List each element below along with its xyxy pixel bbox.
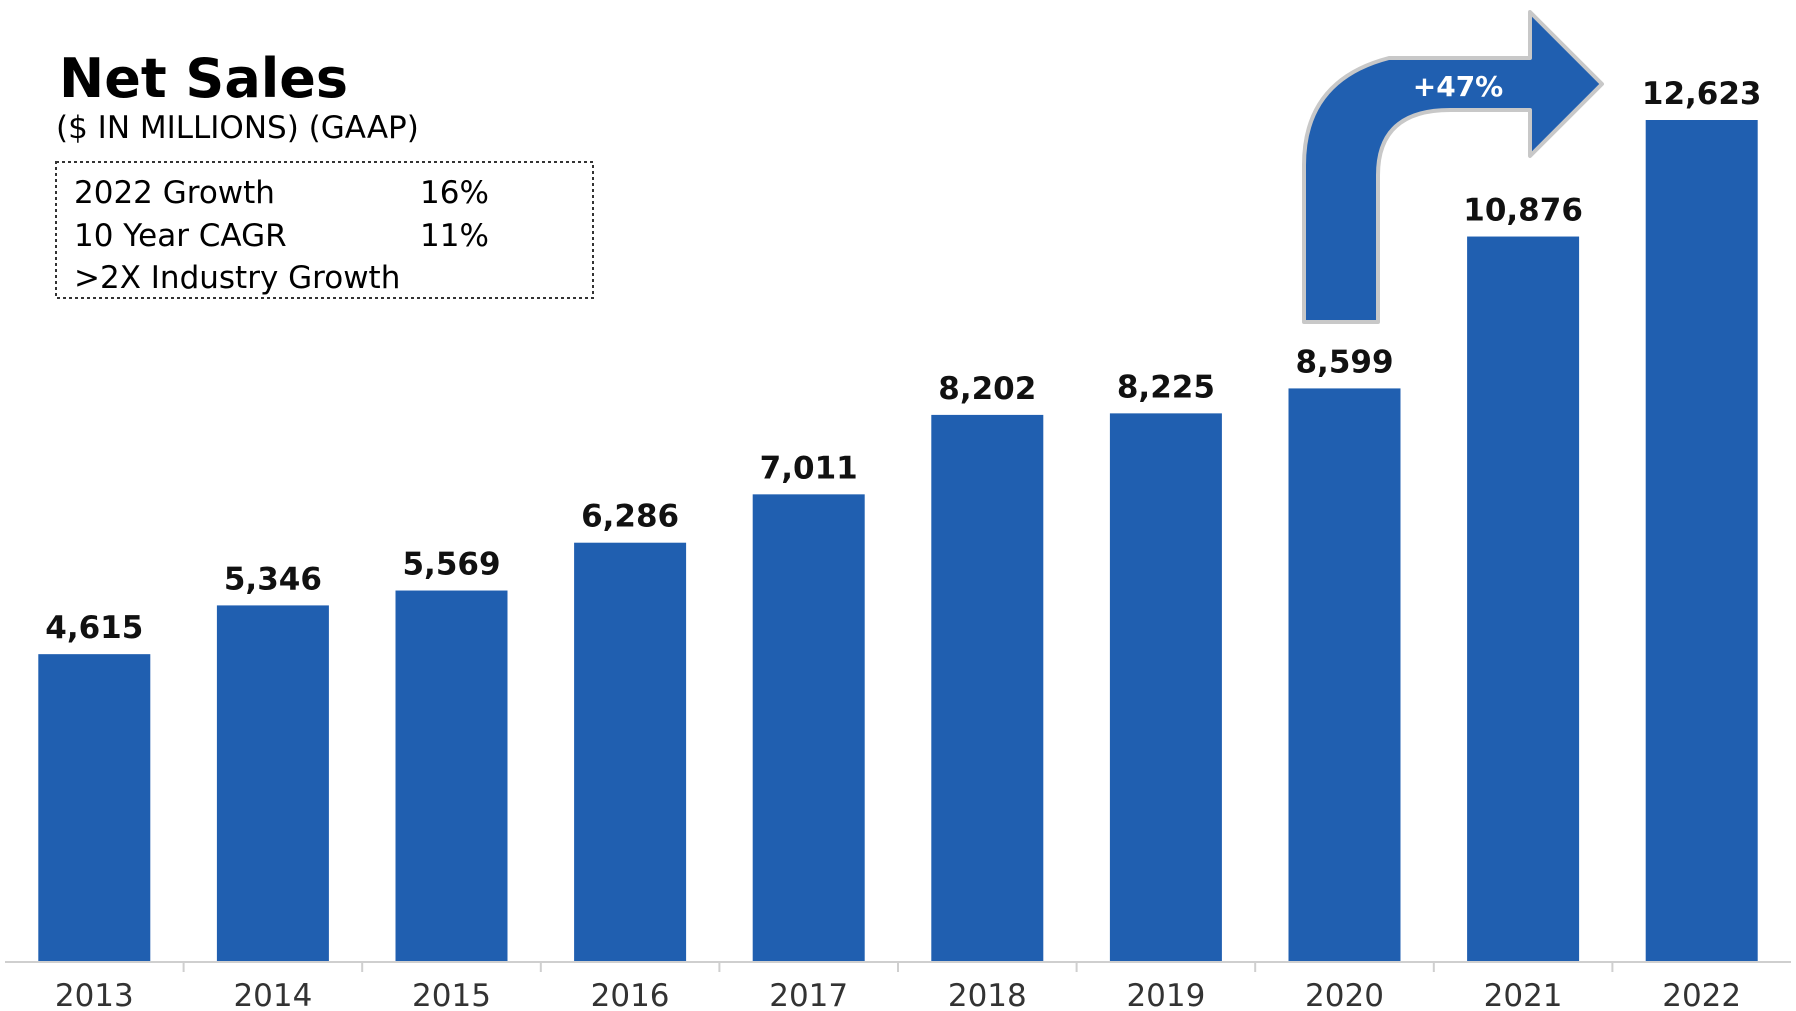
bars (38, 120, 1758, 963)
tick-label-2021: 2021 (1484, 978, 1563, 1011)
tick-label-2019: 2019 (1126, 978, 1205, 1011)
value-label-2015: 5,569 (402, 547, 500, 583)
stats-label-growth: 2022 Growth (74, 175, 275, 211)
bar-2022 (1645, 120, 1758, 962)
growth-arrow (1302, 10, 1604, 324)
value-label-2021: 10,876 (1463, 193, 1583, 229)
x-axis-ticks: 2013 2014 2015 2016 2017 2018 2019 2020 2021 2022 (55, 962, 1741, 1011)
chart-subtitle: ($ IN MILLIONS) (GAAP) (56, 110, 419, 146)
stats-label-cagr: 10 Year CAGR (74, 218, 287, 254)
value-label-2013: 4,615 (45, 610, 143, 646)
tick-label-2015: 2015 (412, 978, 491, 1011)
value-labels: 4,615 5,346 5,569 6,286 7,011 8,202 8,225 8,599… (45, 76, 1761, 646)
bar-2018 (931, 414, 1044, 962)
bar-2019 (1109, 413, 1222, 963)
value-label-2016: 6,286 (581, 499, 679, 535)
tick-label-2018: 2018 (948, 978, 1027, 1011)
tick-label-2013: 2013 (55, 978, 134, 1011)
bar-2020 (1288, 388, 1401, 963)
bar-2015 (395, 590, 508, 962)
value-label-2017: 7,011 (760, 450, 858, 486)
growth-arrow-label: +47% (1413, 70, 1503, 103)
bar-2013 (38, 654, 151, 962)
chart-title: Net Sales (59, 47, 348, 110)
stats-value-cagr: 11% (420, 218, 489, 254)
tick-label-2014: 2014 (233, 978, 312, 1011)
bar-2017 (752, 494, 865, 962)
tick-label-2022: 2022 (1662, 978, 1741, 1011)
value-label-2019: 8,225 (1117, 369, 1215, 405)
tick-label-2020: 2020 (1305, 978, 1384, 1011)
stats-label-industry: >2X Industry Growth (74, 260, 400, 296)
tick-label-2016: 2016 (591, 978, 670, 1011)
value-label-2014: 5,346 (224, 561, 322, 597)
bar-2021 (1467, 236, 1580, 962)
stats-value-growth: 16% (420, 175, 489, 211)
tick-label-2017: 2017 (769, 978, 848, 1011)
bar-2016 (574, 542, 687, 962)
stats-box (55, 161, 594, 299)
value-label-2020: 8,599 (1295, 344, 1393, 380)
value-label-2018: 8,202 (938, 371, 1036, 407)
value-label-2022: 12,623 (1642, 76, 1762, 112)
bar-2014 (216, 605, 329, 962)
